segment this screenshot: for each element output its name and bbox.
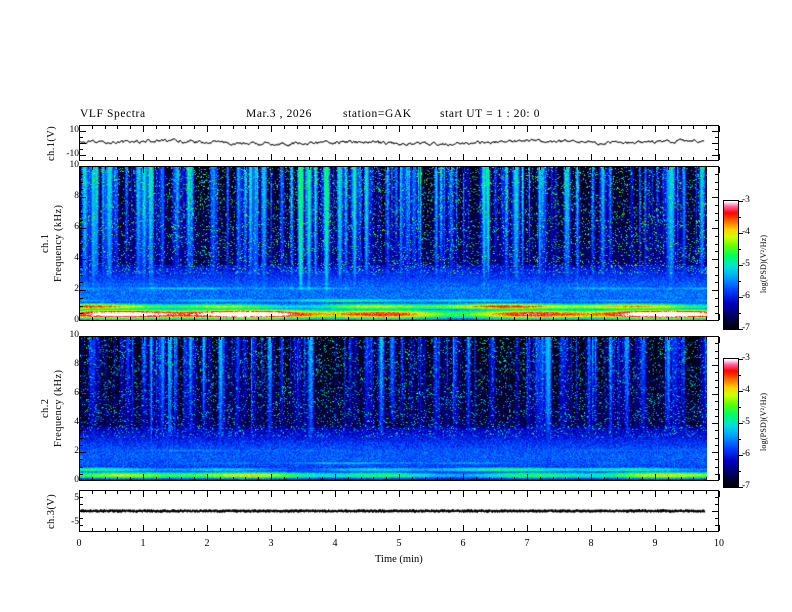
x-axis-title: Time (min) bbox=[375, 554, 423, 565]
ch2-spec-ytick-4: 4 bbox=[74, 417, 79, 427]
ch1-ytick-m10: -10 bbox=[66, 149, 79, 159]
plot-station: station=GAK bbox=[343, 108, 412, 120]
ch2-spec-ytick-2: 2 bbox=[74, 446, 79, 456]
ch3-ytick-m5: -5 bbox=[71, 516, 79, 527]
ch2-spec-ytick-10: 10 bbox=[69, 330, 80, 340]
xtick-3: 3 bbox=[268, 538, 274, 549]
ch1-spec-ytick-2: 2 bbox=[74, 284, 79, 294]
colorbar-ch1-tick-m7: -7 bbox=[742, 323, 750, 333]
plot-date: Mar.3 , 2026 bbox=[246, 108, 312, 120]
colorbar-ch1-tick-m5: -5 bbox=[742, 259, 750, 269]
ch3-ytick-5: 5 bbox=[74, 493, 79, 504]
xtick-8: 8 bbox=[588, 538, 594, 549]
panel-ch3-waveform bbox=[79, 490, 719, 532]
ch3-waveform-trace bbox=[80, 491, 718, 531]
colorbar-ch1-gradient bbox=[724, 201, 738, 329]
colorbar-ch1-tick-m6: -6 bbox=[742, 291, 750, 301]
ch2-spec-ytick-6: 6 bbox=[74, 388, 79, 398]
colorbar-ch2-tick-m4: -4 bbox=[742, 385, 750, 395]
plot-title: VLF Spectra bbox=[80, 108, 146, 120]
ch2-spec-ytick-8: 8 bbox=[74, 359, 79, 369]
xtick-2: 2 bbox=[204, 538, 210, 549]
plot-start-ut: start UT = 1 : 20: 0 bbox=[440, 108, 541, 120]
panel-ch2-spectrogram bbox=[79, 336, 719, 481]
xtick-9: 9 bbox=[652, 538, 658, 549]
colorbar-ch2-tick-m6: -6 bbox=[742, 449, 750, 459]
colorbar-ch2-tick-m3: -3 bbox=[742, 353, 750, 363]
ch2-spec-ytick-0: 0 bbox=[74, 475, 79, 485]
xtick-7: 7 bbox=[524, 538, 530, 549]
colorbar-ch1-tick-m4: -4 bbox=[742, 227, 750, 237]
ch2-spectrogram-image bbox=[80, 337, 707, 480]
xtick-6: 6 bbox=[460, 538, 466, 549]
ch1-spec-ytick-4: 4 bbox=[74, 253, 79, 263]
colorbar-ch1-tick-m3: -3 bbox=[742, 195, 750, 205]
xtick-1: 1 bbox=[140, 538, 146, 549]
xtick-5: 5 bbox=[396, 538, 402, 549]
ch1-ytick-10: 10 bbox=[69, 125, 80, 135]
colorbar-ch2-tick-m5: -5 bbox=[742, 417, 750, 427]
ch1-spec-ytick-10: 10 bbox=[69, 160, 80, 170]
xtick-10: 10 bbox=[714, 538, 724, 549]
ch1-spectrogram-image bbox=[80, 167, 707, 320]
xtick-4: 4 bbox=[332, 538, 338, 549]
colorbar-ch2-tick-m7: -7 bbox=[742, 481, 750, 491]
ch1-spec-ytick-6: 6 bbox=[74, 222, 79, 232]
panel-ch1-spectrogram bbox=[79, 166, 719, 321]
ch1-spec-ytick-8: 8 bbox=[74, 191, 79, 201]
colorbar-ch2-gradient bbox=[724, 359, 738, 487]
ch1-spec-ytick-0: 0 bbox=[74, 315, 79, 325]
xtick-0: 0 bbox=[76, 538, 82, 549]
